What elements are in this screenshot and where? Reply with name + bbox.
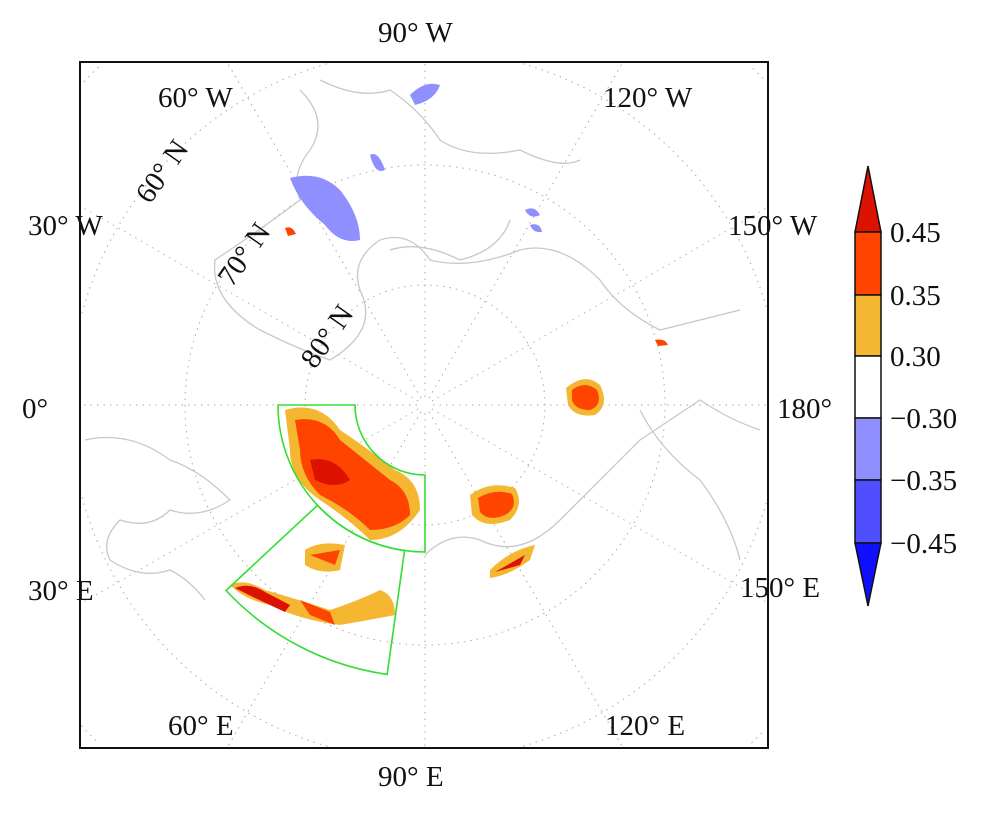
colorbar xyxy=(854,165,882,607)
anomaly-negative xyxy=(290,83,542,241)
meridian-line xyxy=(431,206,768,402)
region-2-box xyxy=(224,504,406,676)
colorbar-label: 0.30 xyxy=(890,341,941,373)
colorbar-segment xyxy=(854,231,882,296)
lon-label-60e: 60° E xyxy=(168,710,234,742)
lon-label-150w: 150° W xyxy=(728,210,818,242)
lon-label-120w: 120° W xyxy=(603,82,693,114)
lon-label-180: 180° xyxy=(777,393,832,425)
lat-label-60n: 60° N xyxy=(130,134,196,209)
colorbar-bottom-arrow xyxy=(854,542,882,607)
anomaly-positive xyxy=(230,227,668,625)
lon-label-30e: 30° E xyxy=(28,575,94,607)
latitude-circle xyxy=(80,62,334,320)
latitude-circle xyxy=(80,725,99,744)
latitude-circle xyxy=(751,66,764,79)
map-frame xyxy=(79,61,769,749)
lon-label-90w: 90° W xyxy=(378,17,453,49)
colorbar-segment xyxy=(854,355,882,419)
colorbar-label: −0.30 xyxy=(890,403,957,435)
latitude-circle xyxy=(751,731,764,744)
lat-label-70n: 70° N xyxy=(212,217,278,292)
region-boxes xyxy=(224,404,426,676)
lon-label-0: 0° xyxy=(22,393,48,425)
meridian-line xyxy=(80,205,419,402)
lon-label-120e: 120° E xyxy=(605,710,685,742)
colorbar-label: 0.35 xyxy=(890,280,941,312)
colorbar-top-arrow xyxy=(854,165,882,233)
meridian-line xyxy=(428,411,624,748)
colorbar-segment xyxy=(854,417,882,481)
lon-label-90e: 90° E xyxy=(378,761,444,793)
lon-label-150e: 150° E xyxy=(740,572,820,604)
coastlines xyxy=(84,79,761,601)
latitude-circle xyxy=(80,66,99,85)
colorbar-label: 0.45 xyxy=(890,217,941,249)
lon-label-30w: 30° W xyxy=(28,210,103,242)
latitude-circle xyxy=(80,490,334,748)
colorbar-label: −0.45 xyxy=(890,528,957,560)
colorbar-segment xyxy=(854,294,882,357)
lon-label-60w: 60° W xyxy=(158,82,233,114)
latitude-circle xyxy=(184,164,666,646)
lat-label-80n: 80° N xyxy=(295,299,361,374)
colorbar-label: −0.35 xyxy=(890,465,957,497)
meridian-line xyxy=(428,62,624,399)
colorbar-segment xyxy=(854,479,882,544)
